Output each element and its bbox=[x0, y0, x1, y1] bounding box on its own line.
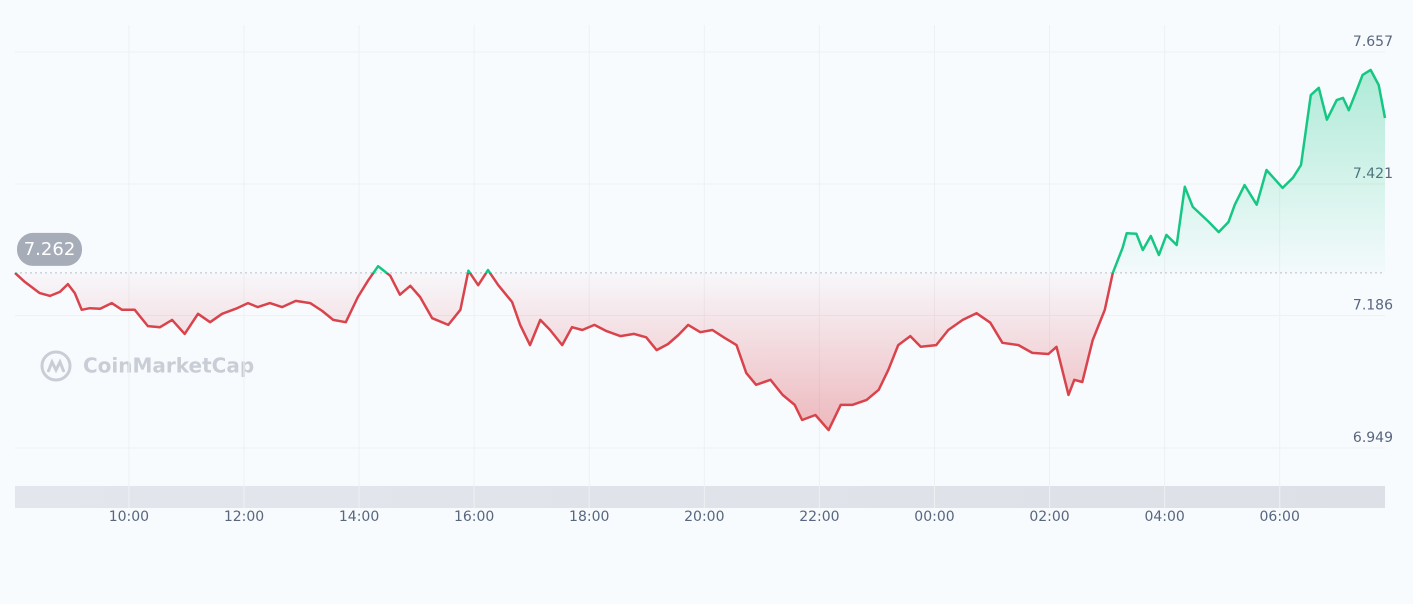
x-tick-label: 16:00 bbox=[454, 509, 494, 525]
x-tick-label: 18:00 bbox=[569, 509, 609, 525]
price-line bbox=[14, 68, 1387, 432]
area bbox=[15, 69, 1385, 431]
y-tick-label: 7.657 bbox=[1353, 34, 1393, 50]
x-tick-label: 00:00 bbox=[914, 509, 954, 525]
x-tick-label: 20:00 bbox=[684, 509, 724, 525]
x-tick-label: 04:00 bbox=[1144, 509, 1184, 525]
x-tick-label: 14:00 bbox=[339, 509, 379, 525]
y-tick-label: 7.186 bbox=[1353, 297, 1393, 313]
reference-badge bbox=[17, 232, 82, 266]
x-tick-label: 02:00 bbox=[1029, 509, 1069, 525]
volume-band bbox=[15, 486, 1385, 508]
y-tick-label: 6.949 bbox=[1353, 430, 1393, 446]
x-tick-label: 06:00 bbox=[1260, 509, 1300, 525]
x-tick-label: 12:00 bbox=[224, 509, 264, 525]
watermark: CoinMarketCap bbox=[83, 354, 254, 378]
watermark-logo bbox=[40, 350, 72, 382]
x-tick-label: 22:00 bbox=[799, 509, 839, 525]
x-tick-label: 10:00 bbox=[109, 509, 149, 525]
reference-label: 7.262 bbox=[24, 239, 76, 260]
